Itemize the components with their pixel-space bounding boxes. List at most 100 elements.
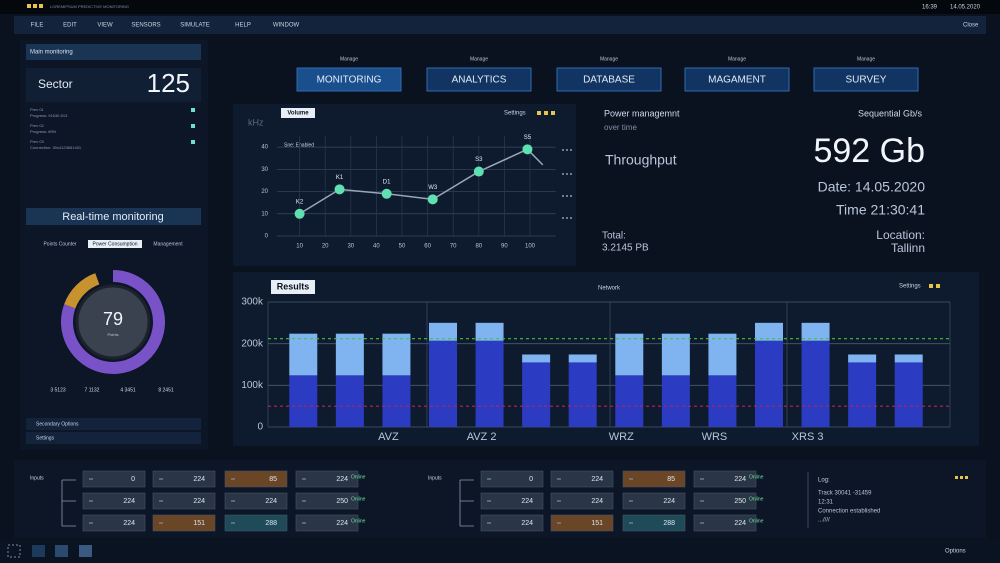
input-value[interactable]: 224 [521, 498, 533, 505]
option-bar[interactable] [26, 418, 201, 430]
gauge-stat: 3 5123 [50, 387, 66, 393]
menu-item[interactable]: SIMULATE [180, 23, 210, 29]
input-box[interactable] [550, 492, 614, 510]
manage-button[interactable] [426, 67, 532, 92]
manage-button-text[interactable]: SURVEY [846, 75, 887, 86]
manage-button[interactable] [813, 67, 919, 92]
preview-indicator [191, 140, 195, 144]
chart-settings[interactable]: Settings [504, 111, 526, 117]
input-value[interactable]: 224 [734, 520, 746, 527]
input-box[interactable] [152, 470, 216, 488]
input-box[interactable] [693, 514, 757, 532]
data-point [473, 166, 484, 177]
input-status: Online [351, 518, 366, 524]
tab[interactable]: Points Counter [43, 241, 76, 247]
input-value[interactable]: 224 [193, 476, 205, 483]
input-value[interactable]: 224 [193, 498, 205, 505]
x-tick-label: 20 [322, 244, 329, 250]
input-box[interactable] [224, 470, 288, 488]
input-box[interactable] [693, 492, 757, 510]
input-box[interactable] [82, 470, 146, 488]
option-label[interactable]: Secondary Options [36, 421, 79, 427]
input-value[interactable]: 85 [269, 476, 277, 483]
input-box[interactable] [550, 470, 614, 488]
chart-settings[interactable]: Settings [899, 284, 921, 290]
close-button[interactable]: Close [963, 23, 979, 29]
bar-segment [335, 375, 364, 427]
input-value[interactable]: 224 [591, 476, 603, 483]
chart-title: Volume [287, 111, 309, 117]
bar-segment [661, 333, 690, 376]
input-box[interactable] [295, 470, 359, 488]
total-label: Total: [602, 231, 626, 242]
input-box[interactable] [82, 514, 146, 532]
menu-item[interactable]: VIEW [97, 23, 113, 29]
manage-button[interactable] [684, 67, 790, 92]
app-icon[interactable] [79, 545, 92, 557]
input-value[interactable]: 224 [123, 520, 135, 527]
manage-button-text[interactable]: ANALYTICS [452, 75, 507, 86]
input-value[interactable]: 288 [265, 520, 277, 527]
chart-title-box [271, 280, 315, 294]
input-value[interactable]: 224 [663, 498, 675, 505]
menu-dot [566, 195, 568, 197]
input-box[interactable] [480, 470, 544, 488]
manage-button-text[interactable]: MAGAMENT [708, 75, 766, 86]
app-icon[interactable] [32, 545, 45, 557]
input-box[interactable] [622, 470, 686, 488]
input-value[interactable]: 0 [131, 476, 135, 483]
input-value[interactable]: 288 [663, 520, 675, 527]
settings-dot [929, 284, 933, 288]
menu-item[interactable]: EDIT [63, 23, 77, 29]
app-icon[interactable] [55, 545, 68, 557]
bar-segment [568, 362, 597, 427]
menu-item[interactable]: SENSORS [131, 23, 160, 29]
input-box[interactable] [224, 492, 288, 510]
input-box[interactable] [480, 492, 544, 510]
input-box[interactable] [82, 492, 146, 510]
option-bar[interactable] [26, 432, 201, 444]
menu-item[interactable]: HELP [235, 23, 251, 29]
manage-button-text[interactable]: MONITORING [317, 75, 382, 86]
app-icon[interactable] [7, 544, 21, 558]
input-box[interactable] [152, 514, 216, 532]
settings-dot [537, 111, 541, 115]
options-button[interactable]: Options [945, 549, 966, 555]
input-value[interactable]: 224 [265, 498, 277, 505]
menu-dot [562, 195, 564, 197]
input-box[interactable] [693, 470, 757, 488]
input-box[interactable] [295, 514, 359, 532]
input-value[interactable]: 224 [336, 520, 348, 527]
input-box[interactable] [152, 492, 216, 510]
bar-segment [894, 354, 923, 363]
input-value[interactable]: 250 [734, 498, 746, 505]
input-value[interactable]: 0 [529, 476, 533, 483]
input-value[interactable]: 224 [336, 476, 348, 483]
manage-button[interactable] [296, 67, 402, 92]
tab[interactable]: Management [153, 241, 183, 247]
tab[interactable]: Power Consumption [92, 241, 137, 247]
input-value[interactable]: 151 [193, 520, 205, 527]
manage-label: Manage [340, 56, 358, 62]
input-box[interactable] [224, 514, 288, 532]
input-box[interactable] [480, 514, 544, 532]
input-value[interactable]: 224 [734, 476, 746, 483]
input-value[interactable]: 151 [591, 520, 603, 527]
menu-item[interactable]: FILE [31, 23, 44, 29]
input-box[interactable] [622, 492, 686, 510]
input-value[interactable]: 85 [667, 476, 675, 483]
input-value[interactable]: 250 [336, 498, 348, 505]
y-tick-label: 0 [257, 422, 263, 433]
menu-item[interactable]: WINDOW [273, 23, 300, 29]
top-bar [0, 0, 1000, 14]
manage-button[interactable] [556, 67, 662, 92]
input-value[interactable]: 224 [521, 520, 533, 527]
input-box[interactable] [622, 514, 686, 532]
option-label[interactable]: Settings [36, 435, 55, 441]
input-box[interactable] [295, 492, 359, 510]
data-point [427, 194, 438, 205]
input-value[interactable]: 224 [591, 498, 603, 505]
manage-button-text[interactable]: DATABASE [583, 75, 635, 86]
input-value[interactable]: 224 [123, 498, 135, 505]
input-box[interactable] [550, 514, 614, 532]
